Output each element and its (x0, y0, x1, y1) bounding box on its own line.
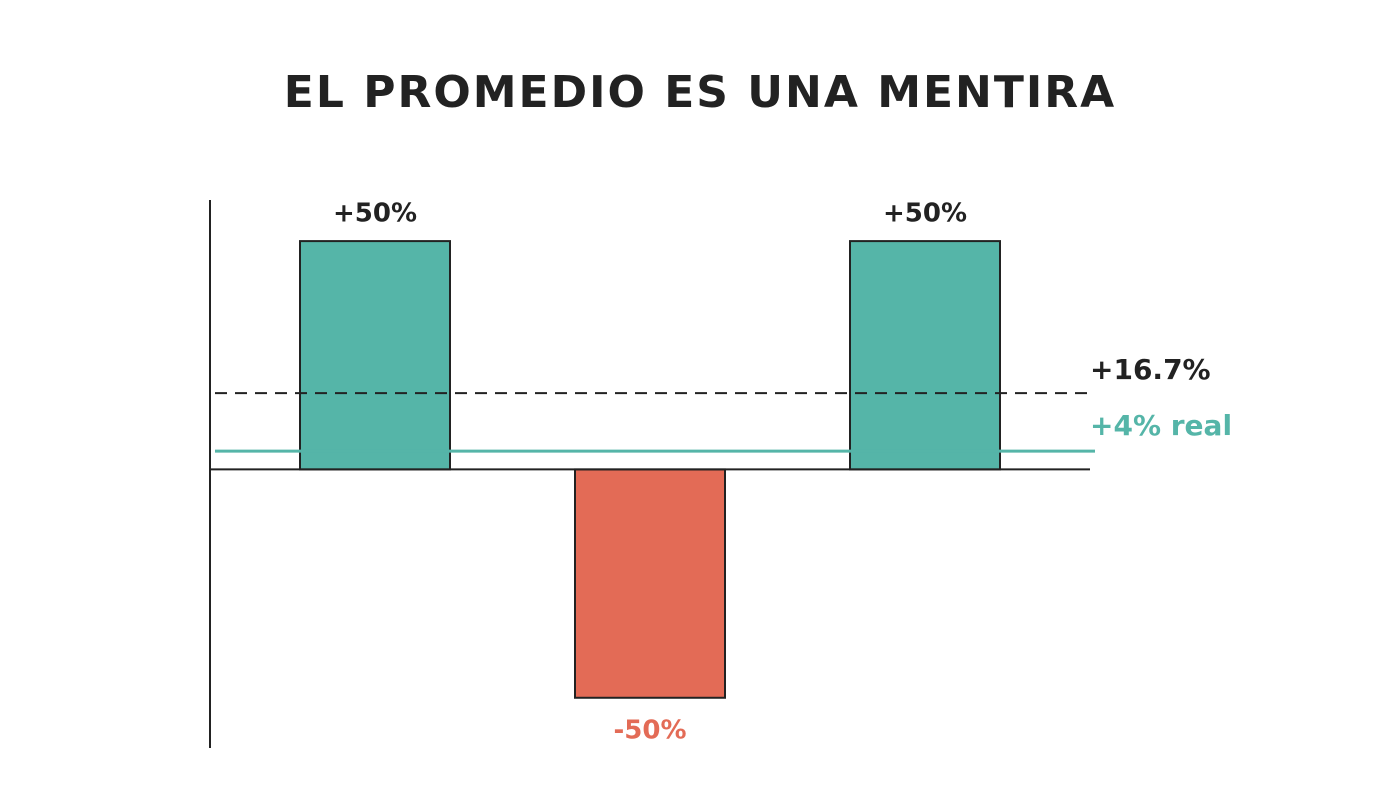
value-label: +50% (883, 199, 967, 229)
bar (849, 240, 1001, 471)
chart-title: EL PROMEDIO ES UNA MENTIRA (284, 67, 1116, 118)
bar (574, 468, 726, 699)
bar (299, 240, 451, 471)
reference-label: +16.7% (1090, 353, 1211, 386)
value-label: +50% (333, 199, 417, 229)
reference-label: +4% real (1090, 409, 1232, 442)
value-label: -50% (613, 715, 686, 745)
